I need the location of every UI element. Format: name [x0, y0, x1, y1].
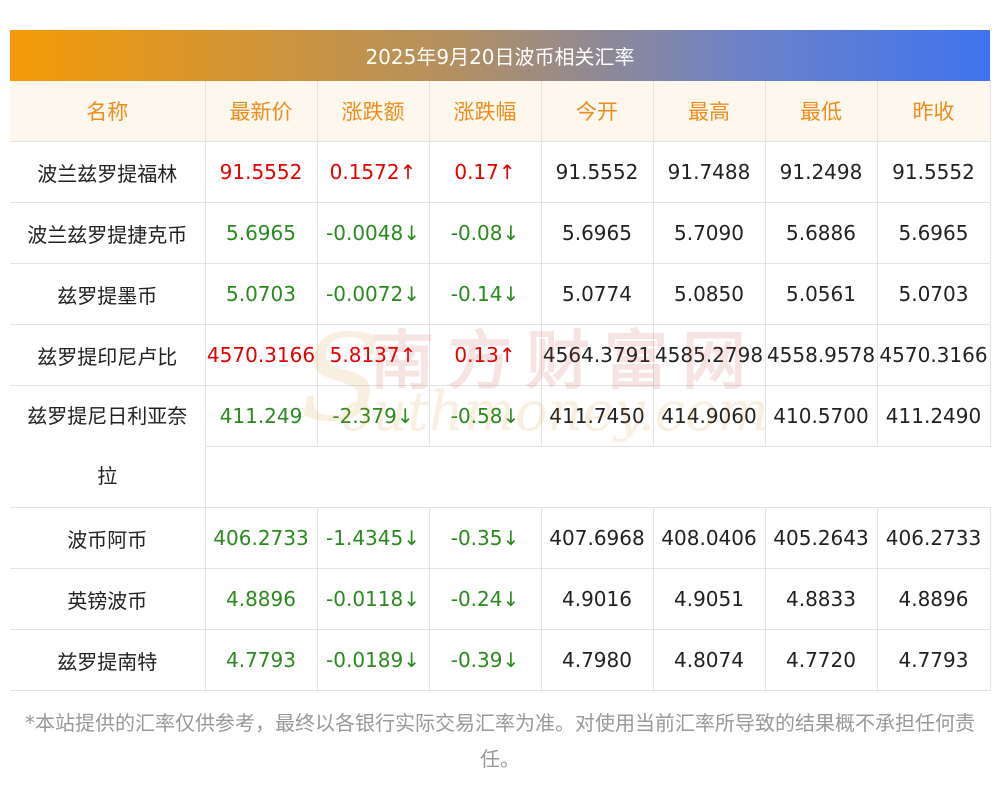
cell-high: 5.7090	[653, 202, 766, 264]
cell-prev-close: 4570.3166	[877, 324, 991, 386]
cell-change: -1.4345↓	[317, 507, 430, 569]
cell-high: 4.8074	[653, 629, 766, 691]
cell-latest: 91.5552	[205, 141, 318, 203]
cell-open: 4564.3791	[541, 324, 654, 386]
cell-name: 波币阿币	[10, 507, 206, 569]
cell-low: 5.0561	[765, 263, 878, 325]
cell-name-line1: 兹罗提尼日利亚奈	[27, 404, 188, 428]
cell-change: -2.379↓	[317, 385, 430, 447]
exchange-rate-table: 名称 最新价 涨跌额 涨跌幅 今开 最高 最低 昨收 波兰兹罗提福林 91.55…	[10, 81, 991, 691]
cell-prev-close: 411.2490	[877, 385, 991, 447]
table-row: 兹罗提尼日利亚奈 拉 411.249 -2.379↓ -0.58↓ 411.74…	[10, 385, 991, 508]
cell-name: 英镑波币	[10, 568, 206, 630]
blank-cell	[205, 446, 990, 508]
header-change: 涨跌额	[317, 81, 430, 142]
cell-high: 5.0850	[653, 263, 766, 325]
cell-low: 4.7720	[765, 629, 878, 691]
cell-change: -0.0072↓	[317, 263, 430, 325]
cell-high: 4585.2798	[653, 324, 766, 386]
cell-latest: 5.0703	[205, 263, 318, 325]
cell-change-pct: 0.13↑	[429, 324, 542, 386]
header-name: 名称	[10, 81, 206, 142]
cell-name: 兹罗提印尼卢比	[10, 324, 206, 386]
cell-prev-close: 5.6965	[877, 202, 991, 264]
table-header-row: 名称 最新价 涨跌额 涨跌幅 今开 最高 最低 昨收	[10, 81, 991, 142]
cell-prev-close: 406.2733	[877, 507, 991, 569]
table-row: 英镑波币 4.8896 -0.0118↓ -0.24↓ 4.9016 4.905…	[10, 568, 991, 630]
cell-prev-close: 5.0703	[877, 263, 991, 325]
cell-name: 兹罗提尼日利亚奈 拉	[10, 385, 206, 508]
cell-open: 91.5552	[541, 141, 654, 203]
header-open: 今开	[541, 81, 654, 142]
cell-name-line2: 拉	[97, 464, 118, 488]
disclaimer-footnote: *本站提供的汇率仅供参考，最终以各银行实际交易汇率为准。对使用当前汇率所导致的结…	[25, 711, 975, 771]
cell-high: 91.7488	[653, 141, 766, 203]
cell-latest: 411.249	[205, 385, 318, 447]
cell-change: 5.8137↑	[317, 324, 430, 386]
cell-open: 5.6965	[541, 202, 654, 264]
cell-prev-close: 4.7793	[877, 629, 991, 691]
cell-change: -0.0048↓	[317, 202, 430, 264]
cell-low: 91.2498	[765, 141, 878, 203]
cell-name: 兹罗提墨币	[10, 263, 206, 325]
cell-open: 407.6968	[541, 507, 654, 569]
cell-open: 411.7450	[541, 385, 654, 447]
page-title: 2025年9月20日波币相关汇率	[10, 30, 990, 81]
cell-change-pct: 0.17↑	[429, 141, 542, 203]
cell-change-pct: -0.58↓	[429, 385, 542, 447]
cell-latest: 5.6965	[205, 202, 318, 264]
header-high: 最高	[653, 81, 766, 142]
cell-high: 4.9051	[653, 568, 766, 630]
cell-change: -0.0118↓	[317, 568, 430, 630]
cell-change-pct: -0.24↓	[429, 568, 542, 630]
cell-name: 波兰兹罗提福林	[10, 141, 206, 203]
table-row: 兹罗提南特 4.7793 -0.0189↓ -0.39↓ 4.7980 4.80…	[10, 629, 991, 691]
cell-open: 4.7980	[541, 629, 654, 691]
table-row: 波兰兹罗提捷克币 5.6965 -0.0048↓ -0.08↓ 5.6965 5…	[10, 202, 991, 264]
header-low: 最低	[765, 81, 878, 142]
cell-open: 5.0774	[541, 263, 654, 325]
table-row: 波币阿币 406.2733 -1.4345↓ -0.35↓ 407.6968 4…	[10, 507, 991, 569]
cell-change-pct: -0.39↓	[429, 629, 542, 691]
cell-prev-close: 4.8896	[877, 568, 991, 630]
cell-high: 414.9060	[653, 385, 766, 447]
cell-high: 408.0406	[653, 507, 766, 569]
table-row: 兹罗提墨币 5.0703 -0.0072↓ -0.14↓ 5.0774 5.08…	[10, 263, 991, 325]
cell-change-pct: -0.35↓	[429, 507, 542, 569]
cell-prev-close: 91.5552	[877, 141, 991, 203]
cell-name: 兹罗提南特	[10, 629, 206, 691]
table-row-spacer	[10, 446, 990, 508]
header-latest: 最新价	[205, 81, 318, 142]
cell-low: 5.6886	[765, 202, 878, 264]
cell-low: 4.8833	[765, 568, 878, 630]
cell-change: -0.0189↓	[317, 629, 430, 691]
cell-low: 405.2643	[765, 507, 878, 569]
cell-latest: 406.2733	[205, 507, 318, 569]
cell-change-pct: -0.14↓	[429, 263, 542, 325]
cell-low: 4558.9578	[765, 324, 878, 386]
header-change-pct: 涨跌幅	[429, 81, 542, 142]
header-prev-close: 昨收	[877, 81, 991, 142]
cell-latest: 4.7793	[205, 629, 318, 691]
cell-low: 410.5700	[765, 385, 878, 447]
cell-latest: 4570.3166	[205, 324, 318, 386]
cell-open: 4.9016	[541, 568, 654, 630]
cell-change: 0.1572↑	[317, 141, 430, 203]
cell-change-pct: -0.08↓	[429, 202, 542, 264]
table-row: 兹罗提印尼卢比 4570.3166 5.8137↑ 0.13↑ 4564.379…	[10, 324, 991, 386]
table-row: 波兰兹罗提福林 91.5552 0.1572↑ 0.17↑ 91.5552 91…	[10, 141, 991, 203]
cell-name: 波兰兹罗提捷克币	[10, 202, 206, 264]
cell-latest: 4.8896	[205, 568, 318, 630]
